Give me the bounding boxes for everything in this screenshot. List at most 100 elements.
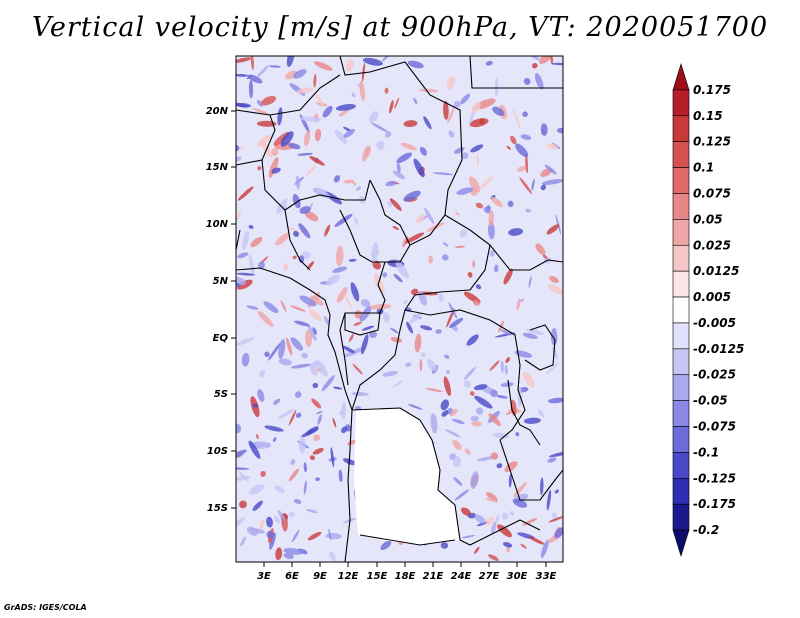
colorbar-segment [672, 270, 690, 298]
field-cell [236, 282, 241, 288]
field-cell [364, 145, 372, 158]
field-cell [485, 516, 495, 526]
field-cell [295, 412, 302, 418]
field-cell [292, 255, 297, 260]
field-cell [423, 116, 432, 130]
field-cell [288, 143, 301, 150]
field-cell [288, 409, 297, 426]
field-cell [453, 477, 463, 486]
field-cell [306, 508, 319, 514]
field-cell [432, 172, 454, 176]
field-cell [280, 131, 294, 147]
field-cell [426, 388, 443, 393]
field-cell [520, 134, 532, 140]
field-cell [339, 410, 344, 416]
field-cell [504, 461, 518, 473]
field-cell [447, 105, 455, 125]
field-cell [346, 59, 354, 72]
field-cell [454, 245, 465, 249]
field-cell [476, 521, 489, 527]
field-cell [460, 507, 471, 516]
field-cell [369, 330, 378, 339]
colorbar-labels: 0.175 0.15 0.125 0.1 0.075 0.05 0.025 0.0125 0.0… [693, 83, 744, 537]
field-cell [390, 327, 399, 334]
field-cell [507, 200, 514, 208]
field-cell [294, 391, 302, 399]
colorbar-segment [672, 322, 690, 350]
field-cell [469, 391, 475, 396]
colorbar-label: -0.025 [693, 368, 736, 382]
field-cell [360, 334, 369, 355]
field-cell [390, 336, 403, 343]
field-cell [409, 312, 422, 324]
field-cell [546, 224, 560, 235]
lon-label: 12E [338, 571, 359, 582]
field-cell [250, 56, 254, 70]
field-cell [275, 232, 290, 246]
field-cell [492, 432, 510, 439]
field-cell [428, 255, 434, 264]
field-cell [443, 354, 450, 359]
field-cell [266, 516, 273, 528]
field-cell [407, 60, 424, 69]
field-cell [381, 56, 389, 62]
field-cell [359, 80, 366, 101]
field-cell [256, 65, 269, 78]
field-cell [334, 129, 348, 144]
field-cell [341, 401, 347, 420]
field-cell [332, 266, 348, 273]
field-cell [326, 274, 341, 286]
field-cell [342, 345, 355, 354]
field-cell [387, 201, 393, 207]
field-cell [328, 528, 332, 541]
field-cell [413, 158, 425, 178]
lat-label: 5N [213, 276, 229, 287]
field-cell [441, 410, 449, 417]
field-cell [545, 362, 560, 375]
field-cell [555, 214, 562, 235]
field-cell [236, 467, 250, 470]
field-cell [314, 91, 324, 107]
field-cell [289, 305, 306, 312]
field-cell [438, 293, 444, 302]
field-cell [494, 78, 499, 97]
field-cell [490, 389, 498, 398]
field-cell [385, 131, 392, 138]
field-cell [247, 74, 263, 84]
field-cell [350, 282, 360, 302]
field-cell [304, 329, 313, 348]
field-cell [236, 210, 241, 220]
field-cell [500, 329, 512, 336]
field-cell [497, 524, 512, 538]
field-cell [313, 73, 317, 88]
field-cell [496, 395, 508, 399]
field-cell [305, 165, 317, 176]
field-cell [309, 156, 325, 166]
field-cell [435, 329, 442, 334]
field-cell [419, 88, 439, 93]
field-cell [483, 206, 491, 214]
field-cell [290, 363, 312, 369]
field-cell [411, 288, 419, 296]
field-cell [304, 211, 319, 222]
field-cell [260, 470, 266, 477]
field-cell [352, 363, 363, 375]
field-cell [449, 317, 464, 328]
field-cell [384, 87, 389, 94]
field-cell [237, 252, 249, 259]
field-cell [416, 214, 425, 223]
field-cell [396, 162, 401, 173]
field-cell [237, 186, 254, 201]
field-cell [299, 295, 317, 307]
field-cell [472, 299, 480, 306]
field-cell [288, 512, 295, 517]
field-cell [260, 446, 267, 449]
field-cell [353, 321, 362, 326]
field-cell [540, 123, 548, 136]
field-cell [334, 213, 353, 227]
field-cell [271, 167, 281, 174]
field-cell [348, 258, 357, 262]
field-cell [446, 75, 455, 90]
field-cell [283, 262, 289, 271]
field-cell [551, 512, 558, 519]
